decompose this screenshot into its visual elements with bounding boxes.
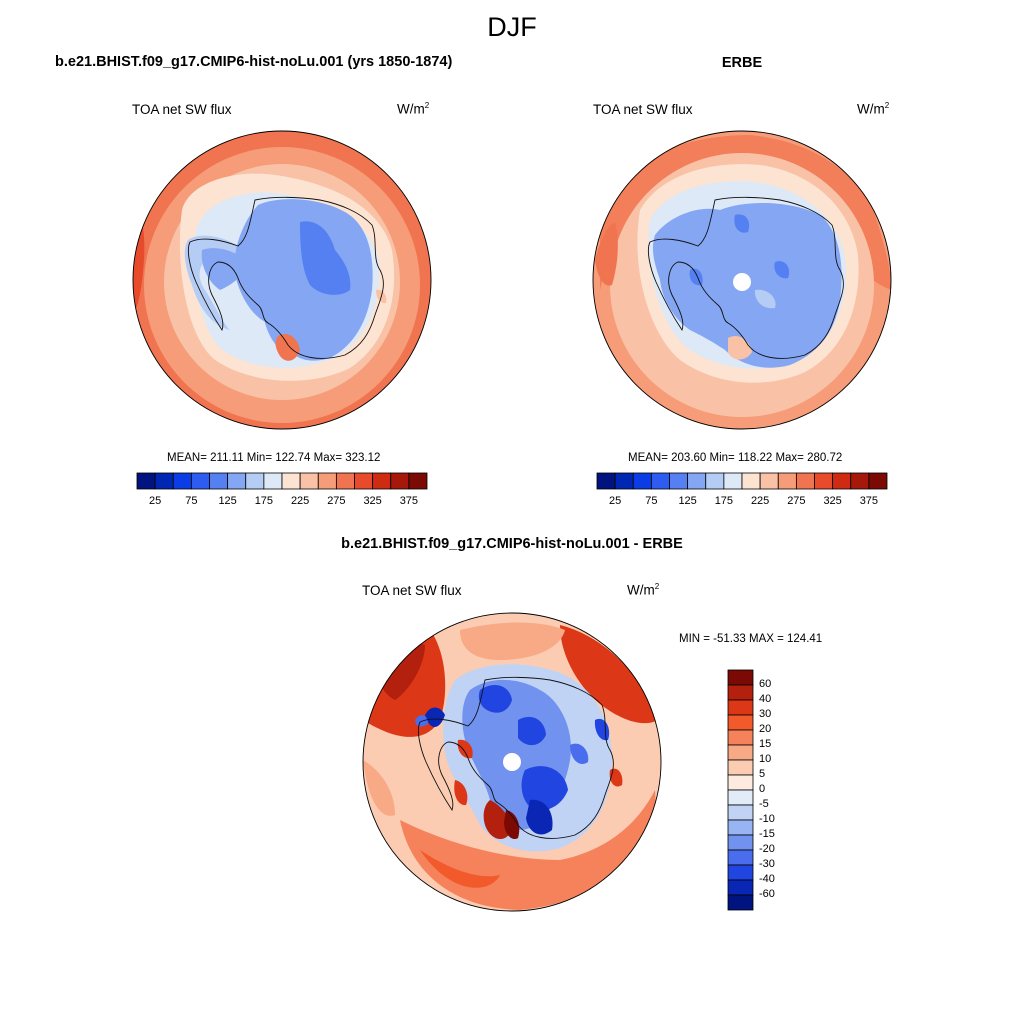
panel-diff-colorbar-tick-label: -30	[759, 858, 775, 870]
panel-model-colorbar-tick-label: 375	[399, 495, 419, 507]
panel-model-case-title: b.e21.BHIST.f09_g17.CMIP6-hist-noLu.001 …	[55, 54, 453, 70]
panel-model-colorbar-tick-label: 225	[290, 495, 310, 507]
panel-diff-colorbar-tick-label: 20	[759, 723, 772, 735]
panel-diff-colorbar-tick-label: -15	[759, 828, 775, 840]
panel-diff-colorbar-tick-label: -10	[759, 813, 775, 825]
panel-model-colorbar-tick-label: 75	[185, 495, 198, 507]
panel-obs-colorbar-cell	[741, 472, 761, 490]
panel-obs-colorbar-cell	[868, 472, 888, 490]
panel-diff-colorbar-tick-label: 5	[759, 768, 766, 780]
panel-diff-colorbar-tick-label: 30	[759, 708, 772, 720]
panel-diff-colorbar-tick-label: 15	[759, 738, 772, 750]
panel-model-colorbar-cell	[263, 472, 283, 490]
panel-obs-colorbar	[596, 472, 888, 490]
panel-diff-colorbar-cell	[727, 714, 754, 731]
panel-model-stats: MEAN= 211.11 Min= 122.74 Max= 323.12	[167, 452, 381, 464]
panel-diff-colorbar	[727, 669, 754, 911]
panel-diff-colorbar-cell	[727, 894, 754, 911]
panel-model-colorbar-cell	[354, 472, 374, 490]
panel-model-colorbar-tick-label: 25	[149, 495, 162, 507]
panel-model-colorbar-cell	[281, 472, 301, 490]
panel-model-colorbar-cell	[227, 472, 247, 490]
panel-diff-colorbar-cell	[727, 684, 754, 701]
panel-model-colorbar-cell	[335, 472, 355, 490]
panel-obs-colorbar-cell	[832, 472, 852, 490]
panel-model-colorbar-tick-label: 125	[218, 495, 237, 507]
panel-obs-colorbar-tick-label: 225	[750, 495, 770, 507]
panel-diff-colorbar-tick-label: 60	[759, 678, 772, 690]
panel-obs-colorbar-cell	[814, 472, 834, 490]
panel-diff-colorbar-cell	[727, 819, 754, 836]
panel-diff-colorbar-cell	[727, 759, 754, 776]
panel-obs-colorbar-cell	[614, 472, 634, 490]
panel-diff-variable-label: TOA net SW flux	[362, 583, 462, 598]
panel-obs-case-title: ERBE	[721, 55, 763, 71]
panel-model-colorbar-cell	[390, 472, 410, 490]
panel-model-colorbar-cell	[408, 472, 428, 490]
panel-diff-colorbar-cell	[727, 669, 754, 686]
panel-model-colorbar-tick-label: 275	[327, 495, 346, 507]
panel-model-colorbar-cell	[172, 472, 192, 490]
panel-obs-colorbar-cell	[759, 472, 779, 490]
panel-obs-colorbar-tick-label: 25	[609, 495, 622, 507]
panel-obs-colorbar-cell	[669, 472, 689, 490]
panel-model-colorbar	[136, 472, 428, 490]
panel-diff-colorbar-cell	[727, 834, 754, 851]
panel-model-colorbar-tick-label: 175	[254, 495, 274, 507]
panel-diff-colorbar-cell	[727, 699, 754, 716]
panel-obs-colorbar-tick-label: 175	[714, 495, 734, 507]
panel-diff-colorbar-tick-label: 40	[759, 693, 772, 705]
panel-model-colorbar-cell	[136, 472, 156, 490]
panel-obs-colorbar-cell	[795, 472, 815, 490]
panel-diff-colorbar-tick-label: -5	[759, 798, 769, 810]
panel-model-colorbar-cell	[209, 472, 229, 490]
panel-obs-colorbar-tick-label: 325	[823, 495, 842, 507]
panel-obs-colorbar-tick-label: 125	[678, 495, 697, 507]
panel-model-map	[133, 131, 431, 429]
panel-model-colorbar-cell	[245, 472, 265, 490]
figure-title: DJF	[487, 12, 537, 42]
panel-diff-colorbar-cell	[727, 789, 754, 806]
panel-diff-colorbar-tick-label: -40	[759, 873, 775, 885]
panel-obs-colorbar-cell	[850, 472, 870, 490]
panel-obs-stats: MEAN= 203.60 Min= 118.22 Max= 280.72	[628, 452, 843, 464]
panel-model-colorbar-tick-label: 325	[363, 495, 382, 507]
panel-obs-colorbar-cell	[723, 472, 743, 490]
panel-diff-colorbar-cell	[727, 774, 754, 791]
panel-model-colorbar-cell	[299, 472, 319, 490]
panel-diff-colorbar-tick-label: -20	[759, 843, 775, 855]
panel-diff-units: W/m2	[627, 582, 660, 598]
panel-diff-colorbar-cell	[727, 729, 754, 746]
panel-obs-variable-label: TOA net SW flux	[593, 102, 693, 117]
panel-diff-colorbar-cell	[727, 804, 754, 821]
panel-obs-colorbar-tick-label: 275	[787, 495, 806, 507]
panel-diff-colorbar-cell	[727, 849, 754, 866]
panel-diff-colorbar-tick-label: 0	[759, 783, 766, 795]
panel-diff-colorbar-cell	[727, 744, 754, 761]
panel-obs-colorbar-tick-label: 375	[859, 495, 879, 507]
panel-diff-colorbar-cell	[727, 864, 754, 881]
panel-obs-map	[593, 131, 891, 429]
panel-diff-colorbar-cell	[727, 879, 754, 896]
panel-diff-stats: MIN = -51.33 MAX = 124.41	[679, 633, 823, 645]
panel-obs-colorbar-cell	[632, 472, 652, 490]
panel-model-colorbar-cell	[190, 472, 210, 490]
panel-model-colorbar-cell	[154, 472, 174, 490]
panel-model-units: W/m2	[397, 101, 430, 117]
panel-obs-colorbar-cell	[687, 472, 707, 490]
panel-diff-colorbar-tick-label: 10	[759, 753, 772, 765]
panel-diff-colorbar-tick-label: -60	[759, 888, 775, 900]
panel-obs-units: W/m2	[857, 101, 890, 117]
panel-model-colorbar-cell	[372, 472, 392, 490]
panel-obs-colorbar-cell	[705, 472, 725, 490]
panel-model-variable-label: TOA net SW flux	[132, 102, 232, 117]
panel-diff-case-title: b.e21.BHIST.f09_g17.CMIP6-hist-noLu.001 …	[341, 536, 683, 552]
panel-obs-colorbar-cell	[650, 472, 670, 490]
panel-diff-map	[363, 613, 661, 911]
panel-obs-colorbar-cell	[777, 472, 797, 490]
panel-obs-colorbar-tick-label: 75	[645, 495, 658, 507]
panel-obs-colorbar-cell	[596, 472, 616, 490]
panel-model-colorbar-cell	[317, 472, 337, 490]
